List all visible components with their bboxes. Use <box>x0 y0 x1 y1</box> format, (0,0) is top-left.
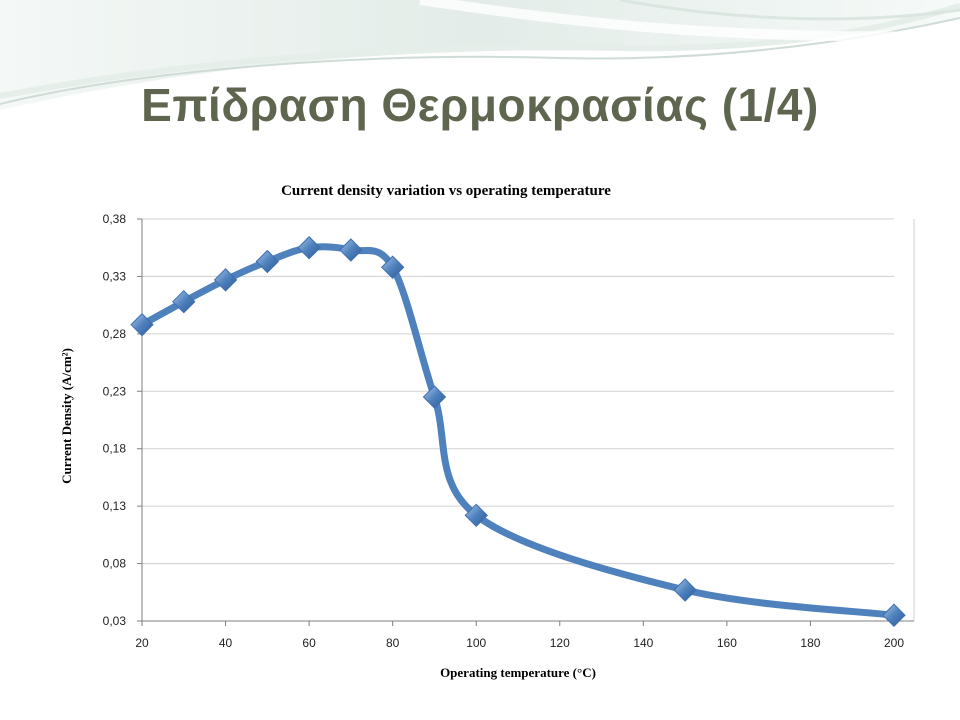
y-tick-label: 0,18 <box>103 442 127 456</box>
tick-labels: 0,03 0,08 0,13 0,18 0,23 0,28 0,33 0,38 20 40 60 80… <box>103 212 905 650</box>
x-tick-label: 20 <box>135 636 149 650</box>
data-point-marker <box>130 312 154 337</box>
x-tick-label: 60 <box>302 636 316 650</box>
x-axis-label: Operating temperature (°C) <box>440 665 596 680</box>
data-point-marker <box>882 603 906 627</box>
y-tick-label: 0,03 <box>103 614 127 628</box>
x-tick-label: 100 <box>466 636 486 650</box>
data-point-marker <box>380 255 405 279</box>
data-point-marker <box>297 236 321 260</box>
chart-panel: 0,03 0,08 0,13 0,18 0,23 0,28 0,33 0,38 20 40 60 80… <box>36 170 918 692</box>
x-tick-label: 140 <box>633 636 653 650</box>
axes <box>137 218 914 626</box>
y-tick-label: 0,23 <box>103 384 127 398</box>
data-point-marker <box>255 249 280 274</box>
x-tick-label: 160 <box>717 636 737 650</box>
y-tick-label: 0,08 <box>103 557 127 571</box>
data-point-marker <box>673 578 697 602</box>
x-tick-label: 80 <box>386 636 400 650</box>
y-tick-label: 0,13 <box>103 499 127 513</box>
y-axis-label: Current Density (A/cm²) <box>59 348 74 484</box>
x-tick-label: 120 <box>550 636 570 650</box>
series-markers <box>130 236 906 627</box>
grid-lines <box>142 218 915 621</box>
x-tick-label: 180 <box>800 636 820 650</box>
data-point-marker <box>213 268 238 292</box>
chart-title: Current density variation vs operating t… <box>281 183 611 199</box>
slide-title: Επίδραση Θερμοκρασίας (1/4) <box>141 79 819 131</box>
data-point-marker <box>464 503 488 528</box>
y-tick-label: 0,28 <box>103 327 127 341</box>
data-point-marker <box>172 289 196 314</box>
x-tick-label: 40 <box>219 636 233 650</box>
series-line <box>138 243 898 619</box>
x-tick-label: 200 <box>884 636 904 650</box>
line-chart: 0,03 0,08 0,13 0,18 0,23 0,28 0,33 0,38 20 40 60 80… <box>59 183 915 680</box>
y-tick-label: 0,33 <box>103 269 127 283</box>
data-point-marker <box>339 238 363 262</box>
y-tick-label: 0,38 <box>103 212 127 226</box>
data-point-marker <box>422 385 447 409</box>
